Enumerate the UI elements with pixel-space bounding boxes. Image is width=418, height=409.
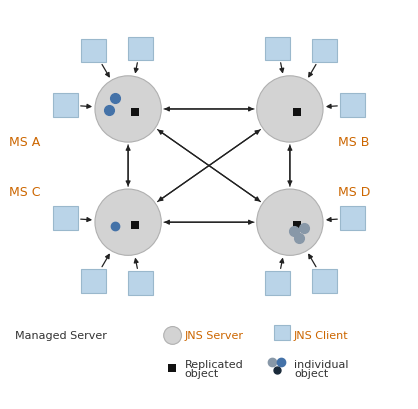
- Text: MS C: MS C: [9, 186, 40, 199]
- FancyBboxPatch shape: [128, 38, 153, 61]
- Text: object: object: [185, 368, 219, 378]
- Bar: [131, 109, 140, 117]
- FancyBboxPatch shape: [340, 207, 365, 230]
- Bar: [131, 222, 140, 230]
- Text: Managed Server: Managed Server: [15, 330, 107, 341]
- FancyBboxPatch shape: [81, 270, 106, 293]
- FancyBboxPatch shape: [53, 207, 78, 230]
- Text: Replicated: Replicated: [185, 359, 243, 369]
- FancyBboxPatch shape: [312, 270, 337, 293]
- FancyBboxPatch shape: [274, 325, 290, 340]
- Text: MS A: MS A: [9, 135, 40, 148]
- Text: individual: individual: [294, 359, 349, 369]
- Text: MS D: MS D: [339, 186, 371, 199]
- FancyBboxPatch shape: [340, 94, 365, 117]
- FancyBboxPatch shape: [312, 40, 337, 63]
- FancyBboxPatch shape: [265, 272, 290, 295]
- Text: JNS Server: JNS Server: [185, 330, 244, 341]
- Circle shape: [257, 76, 323, 143]
- Bar: [168, 364, 176, 372]
- FancyBboxPatch shape: [265, 38, 290, 61]
- Circle shape: [95, 190, 161, 256]
- FancyBboxPatch shape: [128, 272, 153, 295]
- Circle shape: [95, 76, 161, 143]
- FancyBboxPatch shape: [53, 94, 78, 117]
- FancyBboxPatch shape: [81, 40, 106, 63]
- Circle shape: [164, 327, 181, 344]
- Bar: [293, 222, 301, 230]
- Text: MS B: MS B: [339, 135, 370, 148]
- Text: JNS Client: JNS Client: [294, 330, 349, 341]
- Circle shape: [257, 190, 323, 256]
- Text: object: object: [294, 368, 328, 378]
- Bar: [293, 109, 301, 117]
